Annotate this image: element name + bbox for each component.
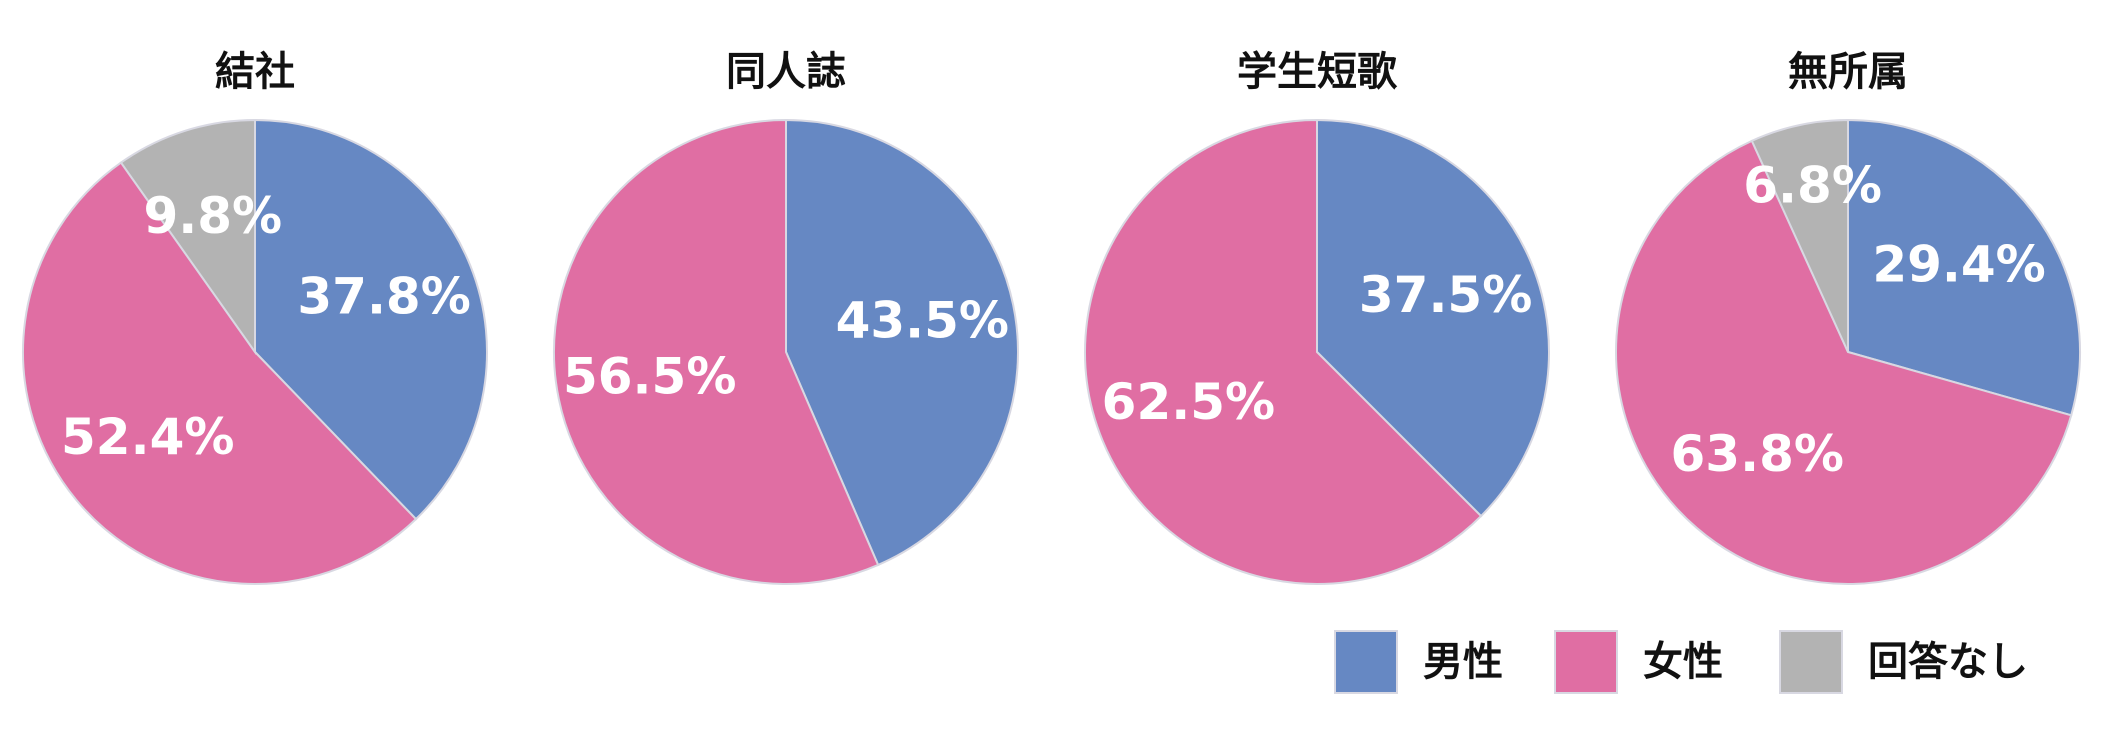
legend-label: 女性: [1643, 639, 1723, 685]
legend-swatch: [1334, 630, 1398, 694]
pie-slice: [1847, 118, 2081, 417]
legend-swatch: [1554, 630, 1618, 694]
pie-slice: [553, 118, 880, 585]
data-label: 6.8%: [1743, 156, 1882, 214]
pie-slice: [119, 118, 256, 356]
chart-title: 同人誌: [726, 49, 846, 95]
pie-slice: [1615, 139, 2073, 585]
pie-slice: [1750, 118, 1849, 353]
data-label: 56.5%: [563, 348, 736, 406]
data-label: 9.8%: [143, 187, 282, 245]
legend-swatch: [1779, 630, 1843, 694]
pie-slice: [254, 118, 488, 521]
legend-label: 回答なし: [1868, 639, 2028, 685]
pie-slice: [1084, 118, 1483, 585]
pie-slice: [1316, 118, 1550, 518]
data-label: 43.5%: [836, 291, 1009, 349]
legend-label: 男性: [1423, 639, 1503, 685]
chart-title: 無所属: [1788, 49, 1908, 95]
data-label: 63.8%: [1671, 425, 1844, 483]
data-label: 29.4%: [1872, 236, 2045, 294]
chart-title: 結社: [215, 49, 295, 95]
data-label: 37.8%: [297, 267, 470, 325]
data-label: 37.5%: [1359, 266, 1532, 324]
pie-slice: [785, 118, 1019, 567]
chart-title: 学生短歌: [1237, 49, 1398, 95]
data-label: 62.5%: [1102, 373, 1275, 431]
pie-slice: [22, 161, 418, 585]
data-label: 52.4%: [61, 408, 234, 466]
